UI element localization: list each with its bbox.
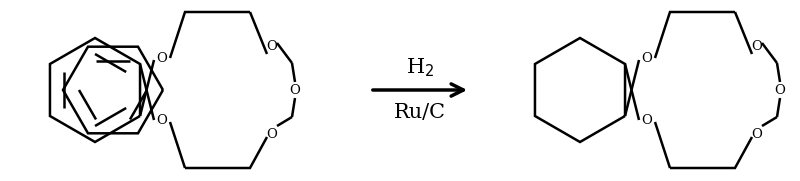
- Text: O: O: [751, 39, 762, 52]
- Text: O: O: [290, 83, 301, 96]
- Text: H$_2$: H$_2$: [406, 57, 434, 79]
- Text: O: O: [642, 52, 653, 66]
- Text: O: O: [642, 115, 653, 127]
- Text: Ru/C: Ru/C: [394, 102, 446, 121]
- Text: O: O: [751, 127, 762, 140]
- Text: O: O: [157, 115, 167, 127]
- Text: O: O: [157, 52, 167, 66]
- Text: O: O: [266, 39, 278, 52]
- Text: O: O: [774, 83, 786, 96]
- Text: O: O: [266, 127, 278, 140]
